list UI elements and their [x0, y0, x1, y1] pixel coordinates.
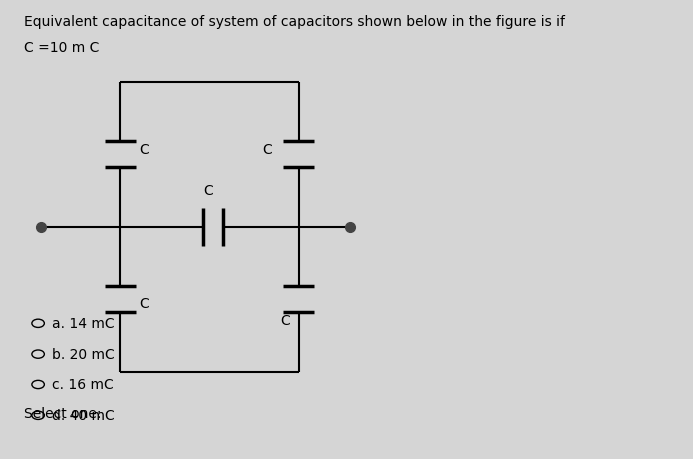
Text: C: C [203, 184, 213, 198]
Text: C: C [139, 296, 149, 310]
Text: Select one:: Select one: [24, 406, 102, 420]
Text: a. 14 mC: a. 14 mC [52, 317, 114, 330]
Text: C =10 m C: C =10 m C [24, 41, 100, 55]
Text: b. 20 mC: b. 20 mC [52, 347, 115, 361]
Text: d. 40 mC: d. 40 mC [52, 409, 115, 422]
Text: Equivalent capacitance of system of capacitors shown below in the figure is if: Equivalent capacitance of system of capa… [24, 15, 565, 28]
Text: C: C [280, 313, 290, 327]
Text: C: C [263, 143, 272, 157]
Text: c. 16 mC: c. 16 mC [52, 378, 114, 392]
Text: C: C [139, 143, 149, 157]
